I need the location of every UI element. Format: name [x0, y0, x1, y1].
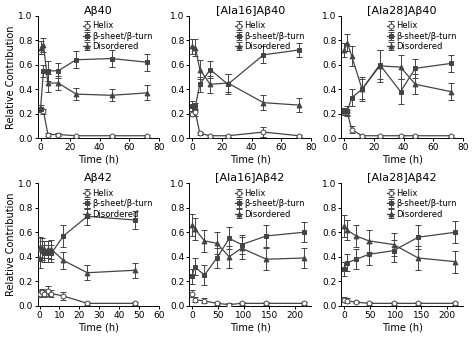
- Title: [Ala16]Aβ40: [Ala16]Aβ40: [216, 5, 285, 16]
- Title: [Ala16]Aβ42: [Ala16]Aβ42: [216, 173, 285, 183]
- Legend: Helix, β-sheet/β-turn, Disordered: Helix, β-sheet/β-turn, Disordered: [82, 20, 155, 53]
- Title: Aβ42: Aβ42: [84, 173, 113, 183]
- Legend: Helix, β-sheet/β-turn, Disordered: Helix, β-sheet/β-turn, Disordered: [234, 187, 307, 220]
- X-axis label: Time (h): Time (h): [230, 155, 271, 165]
- Title: [Ala28]Aβ42: [Ala28]Aβ42: [367, 173, 437, 183]
- X-axis label: Time (h): Time (h): [382, 322, 422, 333]
- Legend: Helix, β-sheet/β-turn, Disordered: Helix, β-sheet/β-turn, Disordered: [385, 20, 458, 53]
- X-axis label: Time (h): Time (h): [230, 322, 271, 333]
- X-axis label: Time (h): Time (h): [78, 322, 118, 333]
- X-axis label: Time (h): Time (h): [382, 155, 422, 165]
- X-axis label: Time (h): Time (h): [78, 155, 118, 165]
- Y-axis label: Relative Contribution: Relative Contribution: [6, 25, 16, 129]
- Title: Aβ40: Aβ40: [84, 5, 113, 16]
- Y-axis label: Relative Contribution: Relative Contribution: [6, 193, 16, 296]
- Legend: Helix, β-sheet/β-turn, Disordered: Helix, β-sheet/β-turn, Disordered: [82, 187, 155, 220]
- Legend: Helix, β-sheet/β-turn, Disordered: Helix, β-sheet/β-turn, Disordered: [234, 20, 307, 53]
- Legend: Helix, β-sheet/β-turn, Disordered: Helix, β-sheet/β-turn, Disordered: [385, 187, 458, 220]
- Title: [Ala28]Aβ40: [Ala28]Aβ40: [367, 5, 437, 16]
